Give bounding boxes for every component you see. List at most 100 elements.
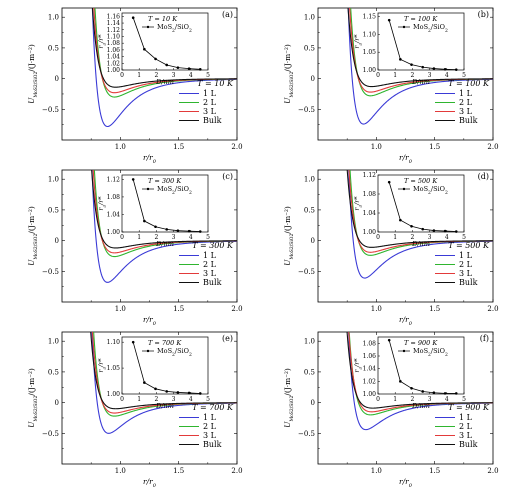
y-tick-label: 0.5: [304, 206, 315, 214]
inset-y-tick-label: 1.10: [107, 339, 121, 346]
inset-point: [154, 225, 157, 229]
inset-y-tick-label: 1.06: [107, 47, 121, 54]
y-tick-label: 0.5: [48, 368, 59, 376]
legend-entry: 3 L: [459, 269, 473, 278]
inset-point: [131, 16, 135, 19]
legend-entry: 3 L: [459, 107, 473, 116]
x-tick-label: 2.0: [487, 305, 498, 313]
x-tick-label: 1.5: [429, 305, 440, 313]
inset-x-tick-label: 0: [120, 234, 124, 241]
panel-e: −0.5 0 0.5 1.0 1.0 1.5 2.0 r/r0 UMoS2/SiO2/(J·m−…: [27, 331, 243, 489]
inset-legend-marker: [402, 25, 406, 29]
x-tick-label: 2.0: [231, 305, 242, 313]
y-axis-label: UMoS2/SiO2/(J·m−2): [283, 206, 295, 266]
legend-entry: 2 L: [459, 422, 473, 431]
inset-y-tick-label: 1.12: [107, 27, 121, 34]
inset-x-tick-label: 2: [410, 396, 414, 403]
inset-point: [143, 219, 146, 223]
y-tick-label: 0: [55, 75, 59, 83]
curve-1l: [91, 8, 237, 128]
curve-bulk: [347, 8, 493, 88]
inset-x-tick-label: 4: [445, 396, 449, 403]
inset-x-tick-label: 5: [462, 396, 466, 403]
x-axis-label: r/r0: [143, 315, 157, 327]
inset-x-tick-label: 1: [393, 72, 397, 79]
panel-a: −0.5 0 0.5 1.0 1.0 1.5 2.0 r/r0 UMoS2/SiO2/(J·m−…: [27, 7, 243, 165]
panel-label: (d): [478, 172, 489, 181]
inset-y-tick-label: 1.05: [107, 365, 121, 372]
y-tick-label: 0: [311, 399, 315, 407]
inset-x-tick-label: 2: [154, 396, 158, 403]
inset-x-tick-label: 4: [189, 72, 193, 79]
inset-frame: [121, 12, 209, 71]
inset-point: [387, 180, 391, 184]
inset-x-tick-label: 5: [206, 234, 210, 241]
x-axis-label: r/r0: [399, 315, 413, 327]
inset-y-tick-label: 1.15: [363, 14, 377, 21]
y-tick-label: 1.0: [48, 338, 59, 346]
inset-x-axis-label: D/nm: [155, 240, 174, 248]
y-tick-label: 0: [55, 399, 59, 407]
inset-y-tick-label: 1.00: [363, 67, 377, 74]
inset-y-tick-label: 1.00: [107, 229, 121, 236]
inset-frame: [377, 336, 465, 395]
y-axis-label: UMoS2/SiO2/(J·m−2): [283, 44, 295, 104]
inset-point: [432, 67, 436, 70]
panel-c: −0.5 0 0.5 1.0 1.0 1.5 2.0 r/r0 UMoS2/SiO2/(J·m−…: [27, 169, 243, 327]
legend-entry: 1 L: [203, 89, 217, 98]
inset-x-tick-label: 0: [376, 72, 380, 79]
panel-label: (e): [222, 334, 233, 343]
inset-x-tick-label: 2: [410, 234, 414, 241]
legend-temperature: T = 100 K: [448, 79, 490, 88]
inset-point: [387, 18, 391, 22]
inset-point: [176, 391, 180, 394]
panel-label: (b): [478, 10, 489, 19]
inset-point: [399, 218, 402, 222]
inset-x-tick-label: 4: [445, 234, 449, 241]
inset-y-tick-label: 1.04: [363, 366, 377, 373]
y-axis-label: UMoS2/SiO2/(J·m−2): [27, 206, 39, 266]
y-tick-label: 1.0: [304, 338, 315, 346]
curve-bulk: [91, 170, 237, 249]
inset-y-tick-label: 1.00: [107, 391, 121, 398]
inset-legend-marker: [402, 187, 406, 191]
legend-entry: Bulk: [459, 440, 478, 449]
inset-x-axis-label: D/nm: [155, 78, 174, 86]
inset-x-axis-label: D/nm: [155, 402, 174, 410]
inset-point: [165, 390, 169, 393]
inset-temperature: T = 100 K: [404, 15, 438, 23]
y-tick-label: 0.5: [48, 206, 59, 214]
legend-entry: Bulk: [203, 278, 222, 287]
inset-y-tick-label: 1.05: [363, 49, 377, 56]
inset-x-tick-label: 3: [172, 234, 176, 241]
y-tick-label: −0.5: [42, 106, 59, 114]
x-tick-label: 2.0: [487, 143, 498, 151]
panel-f: −0.5 0 0.5 1.0 1.0 1.5 2.0 r/r0 UMoS2/SiO2/(J·m−…: [283, 331, 499, 489]
inset-y-tick-label: 1.08: [107, 194, 121, 201]
inset-point: [154, 57, 157, 61]
inset-legend-label: MoS2/SiO2: [413, 185, 448, 196]
inset-x-tick-label: 0: [120, 72, 124, 79]
inset-temperature: T = 900 K: [404, 339, 438, 347]
inset-x-tick-label: 1: [137, 234, 141, 241]
inset-legend-label: MoS2/SiO2: [157, 185, 192, 196]
legend-entry: 1 L: [459, 251, 473, 260]
x-tick-label: 1.5: [173, 305, 184, 313]
inset-x-tick-label: 0: [376, 234, 380, 241]
inset-y-tick-label: 1.10: [363, 31, 377, 38]
inset-y-tick-label: 1.06: [363, 353, 377, 360]
inset-y-tick-label: 1.00: [107, 67, 121, 74]
inset-point: [410, 63, 413, 66]
legend-entry: 2 L: [459, 98, 473, 107]
legend-temperature: T = 500 K: [448, 241, 490, 250]
inset-y-tick-label: 1.14: [107, 20, 121, 27]
inset-y-tick-label: 1.00: [363, 229, 377, 236]
inset-legend-label: MoS2/SiO2: [413, 23, 448, 34]
legend-entry: 2 L: [459, 260, 473, 269]
inset-point: [143, 47, 146, 51]
legend-entry: 3 L: [459, 431, 473, 440]
inset-y-tick-label: 1.00: [363, 391, 377, 398]
legend-entry: Bulk: [203, 440, 222, 449]
inset-y-tick-label: 1.08: [363, 191, 377, 198]
